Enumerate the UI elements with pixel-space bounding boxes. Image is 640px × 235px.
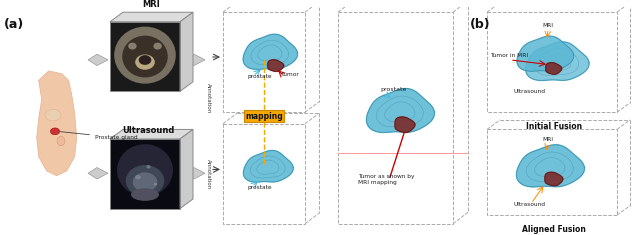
Ellipse shape	[114, 27, 176, 84]
Bar	[223, 12, 305, 112]
Text: MRI: MRI	[543, 137, 554, 142]
Text: Aligned Fusion: Aligned Fusion	[522, 225, 586, 234]
Ellipse shape	[154, 183, 157, 186]
Text: MRI: MRI	[143, 0, 161, 9]
Polygon shape	[88, 168, 108, 179]
Polygon shape	[110, 12, 193, 22]
Polygon shape	[517, 36, 573, 71]
Text: Ultrasound: Ultrasound	[514, 202, 546, 207]
Bar	[110, 139, 180, 208]
Polygon shape	[180, 12, 193, 91]
Ellipse shape	[128, 43, 136, 50]
Ellipse shape	[154, 43, 162, 50]
Polygon shape	[180, 129, 193, 208]
Bar	[110, 22, 180, 91]
Polygon shape	[110, 129, 193, 139]
Ellipse shape	[135, 55, 155, 70]
Text: Annotation: Annotation	[205, 159, 211, 189]
Bar	[487, 129, 617, 215]
Polygon shape	[395, 117, 415, 133]
Text: prostate: prostate	[380, 87, 406, 92]
Text: prostate: prostate	[247, 74, 271, 79]
Ellipse shape	[125, 165, 164, 196]
Text: prostate: prostate	[248, 184, 273, 189]
Ellipse shape	[122, 36, 168, 77]
Text: Ultrasound: Ultrasound	[514, 89, 546, 94]
Bar	[110, 22, 180, 91]
Polygon shape	[525, 42, 589, 81]
Text: tumor: tumor	[282, 72, 300, 77]
Ellipse shape	[147, 165, 150, 168]
Polygon shape	[268, 60, 284, 71]
Polygon shape	[243, 34, 298, 69]
Bar	[110, 139, 180, 208]
Text: Tumor in MRI: Tumor in MRI	[490, 53, 528, 58]
Text: Annotation: Annotation	[205, 83, 211, 113]
Polygon shape	[88, 54, 108, 66]
Polygon shape	[367, 89, 435, 133]
Bar	[487, 12, 617, 112]
Text: mapping: mapping	[245, 112, 283, 121]
Polygon shape	[185, 168, 205, 179]
Text: Tumor as shown by
MRI mapping: Tumor as shown by MRI mapping	[358, 174, 415, 185]
Polygon shape	[243, 150, 293, 182]
Polygon shape	[36, 71, 77, 176]
Polygon shape	[185, 54, 205, 66]
Text: (b): (b)	[470, 18, 491, 31]
Text: Prostate gland: Prostate gland	[60, 132, 138, 140]
Text: MRI: MRI	[543, 23, 554, 27]
Text: (a): (a)	[4, 18, 24, 31]
Polygon shape	[545, 172, 563, 186]
Text: Initial Fusion: Initial Fusion	[526, 122, 582, 131]
Polygon shape	[516, 145, 584, 187]
Ellipse shape	[45, 110, 61, 121]
Bar	[338, 12, 453, 224]
Ellipse shape	[135, 175, 141, 179]
Text: Ultrasound: Ultrasound	[122, 126, 174, 135]
Polygon shape	[546, 63, 562, 74]
Ellipse shape	[139, 55, 151, 65]
Ellipse shape	[131, 188, 159, 201]
Ellipse shape	[57, 136, 65, 146]
Ellipse shape	[51, 128, 60, 135]
Ellipse shape	[132, 172, 157, 192]
FancyBboxPatch shape	[244, 110, 284, 122]
Bar	[223, 124, 305, 224]
Ellipse shape	[117, 144, 173, 196]
